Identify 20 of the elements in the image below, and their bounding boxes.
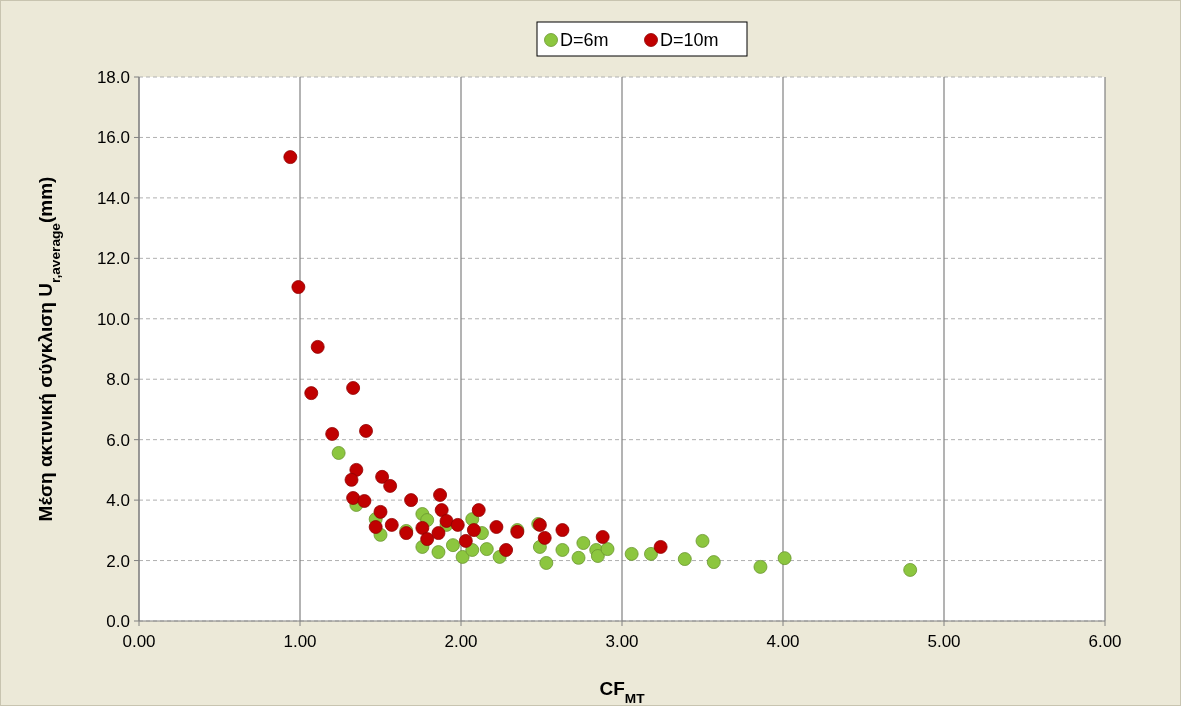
y-tick-label: 16.0 bbox=[96, 128, 130, 148]
y-tick-label: 10.0 bbox=[96, 309, 130, 329]
y-tick-label: 0.0 bbox=[106, 612, 130, 631]
legend-label: D=10m bbox=[660, 30, 719, 50]
legend-label: D=6m bbox=[560, 30, 609, 50]
y-tick-label: 2.0 bbox=[106, 551, 130, 571]
y-tick-label: 6.0 bbox=[106, 430, 130, 450]
x-tick-label: 0.00 bbox=[122, 632, 156, 651]
y-tick-label: 8.0 bbox=[106, 370, 130, 390]
y-tick-label: 12.0 bbox=[96, 249, 130, 269]
x-tick-label: 4.00 bbox=[766, 632, 800, 651]
y-tick-label: 18.0 bbox=[96, 68, 130, 87]
x-tick-label: 5.00 bbox=[927, 632, 961, 651]
x-tick-label: 3.00 bbox=[605, 632, 639, 651]
y-tick-label: 14.0 bbox=[96, 188, 130, 208]
x-tick-label: 2.00 bbox=[444, 632, 478, 651]
x-tick-label: 6.00 bbox=[1088, 632, 1122, 651]
y-tick-label: 4.0 bbox=[106, 491, 130, 511]
x-tick-label: 1.00 bbox=[283, 632, 317, 651]
x-axis-title: CF$_{MT}$ bbox=[599, 678, 646, 706]
